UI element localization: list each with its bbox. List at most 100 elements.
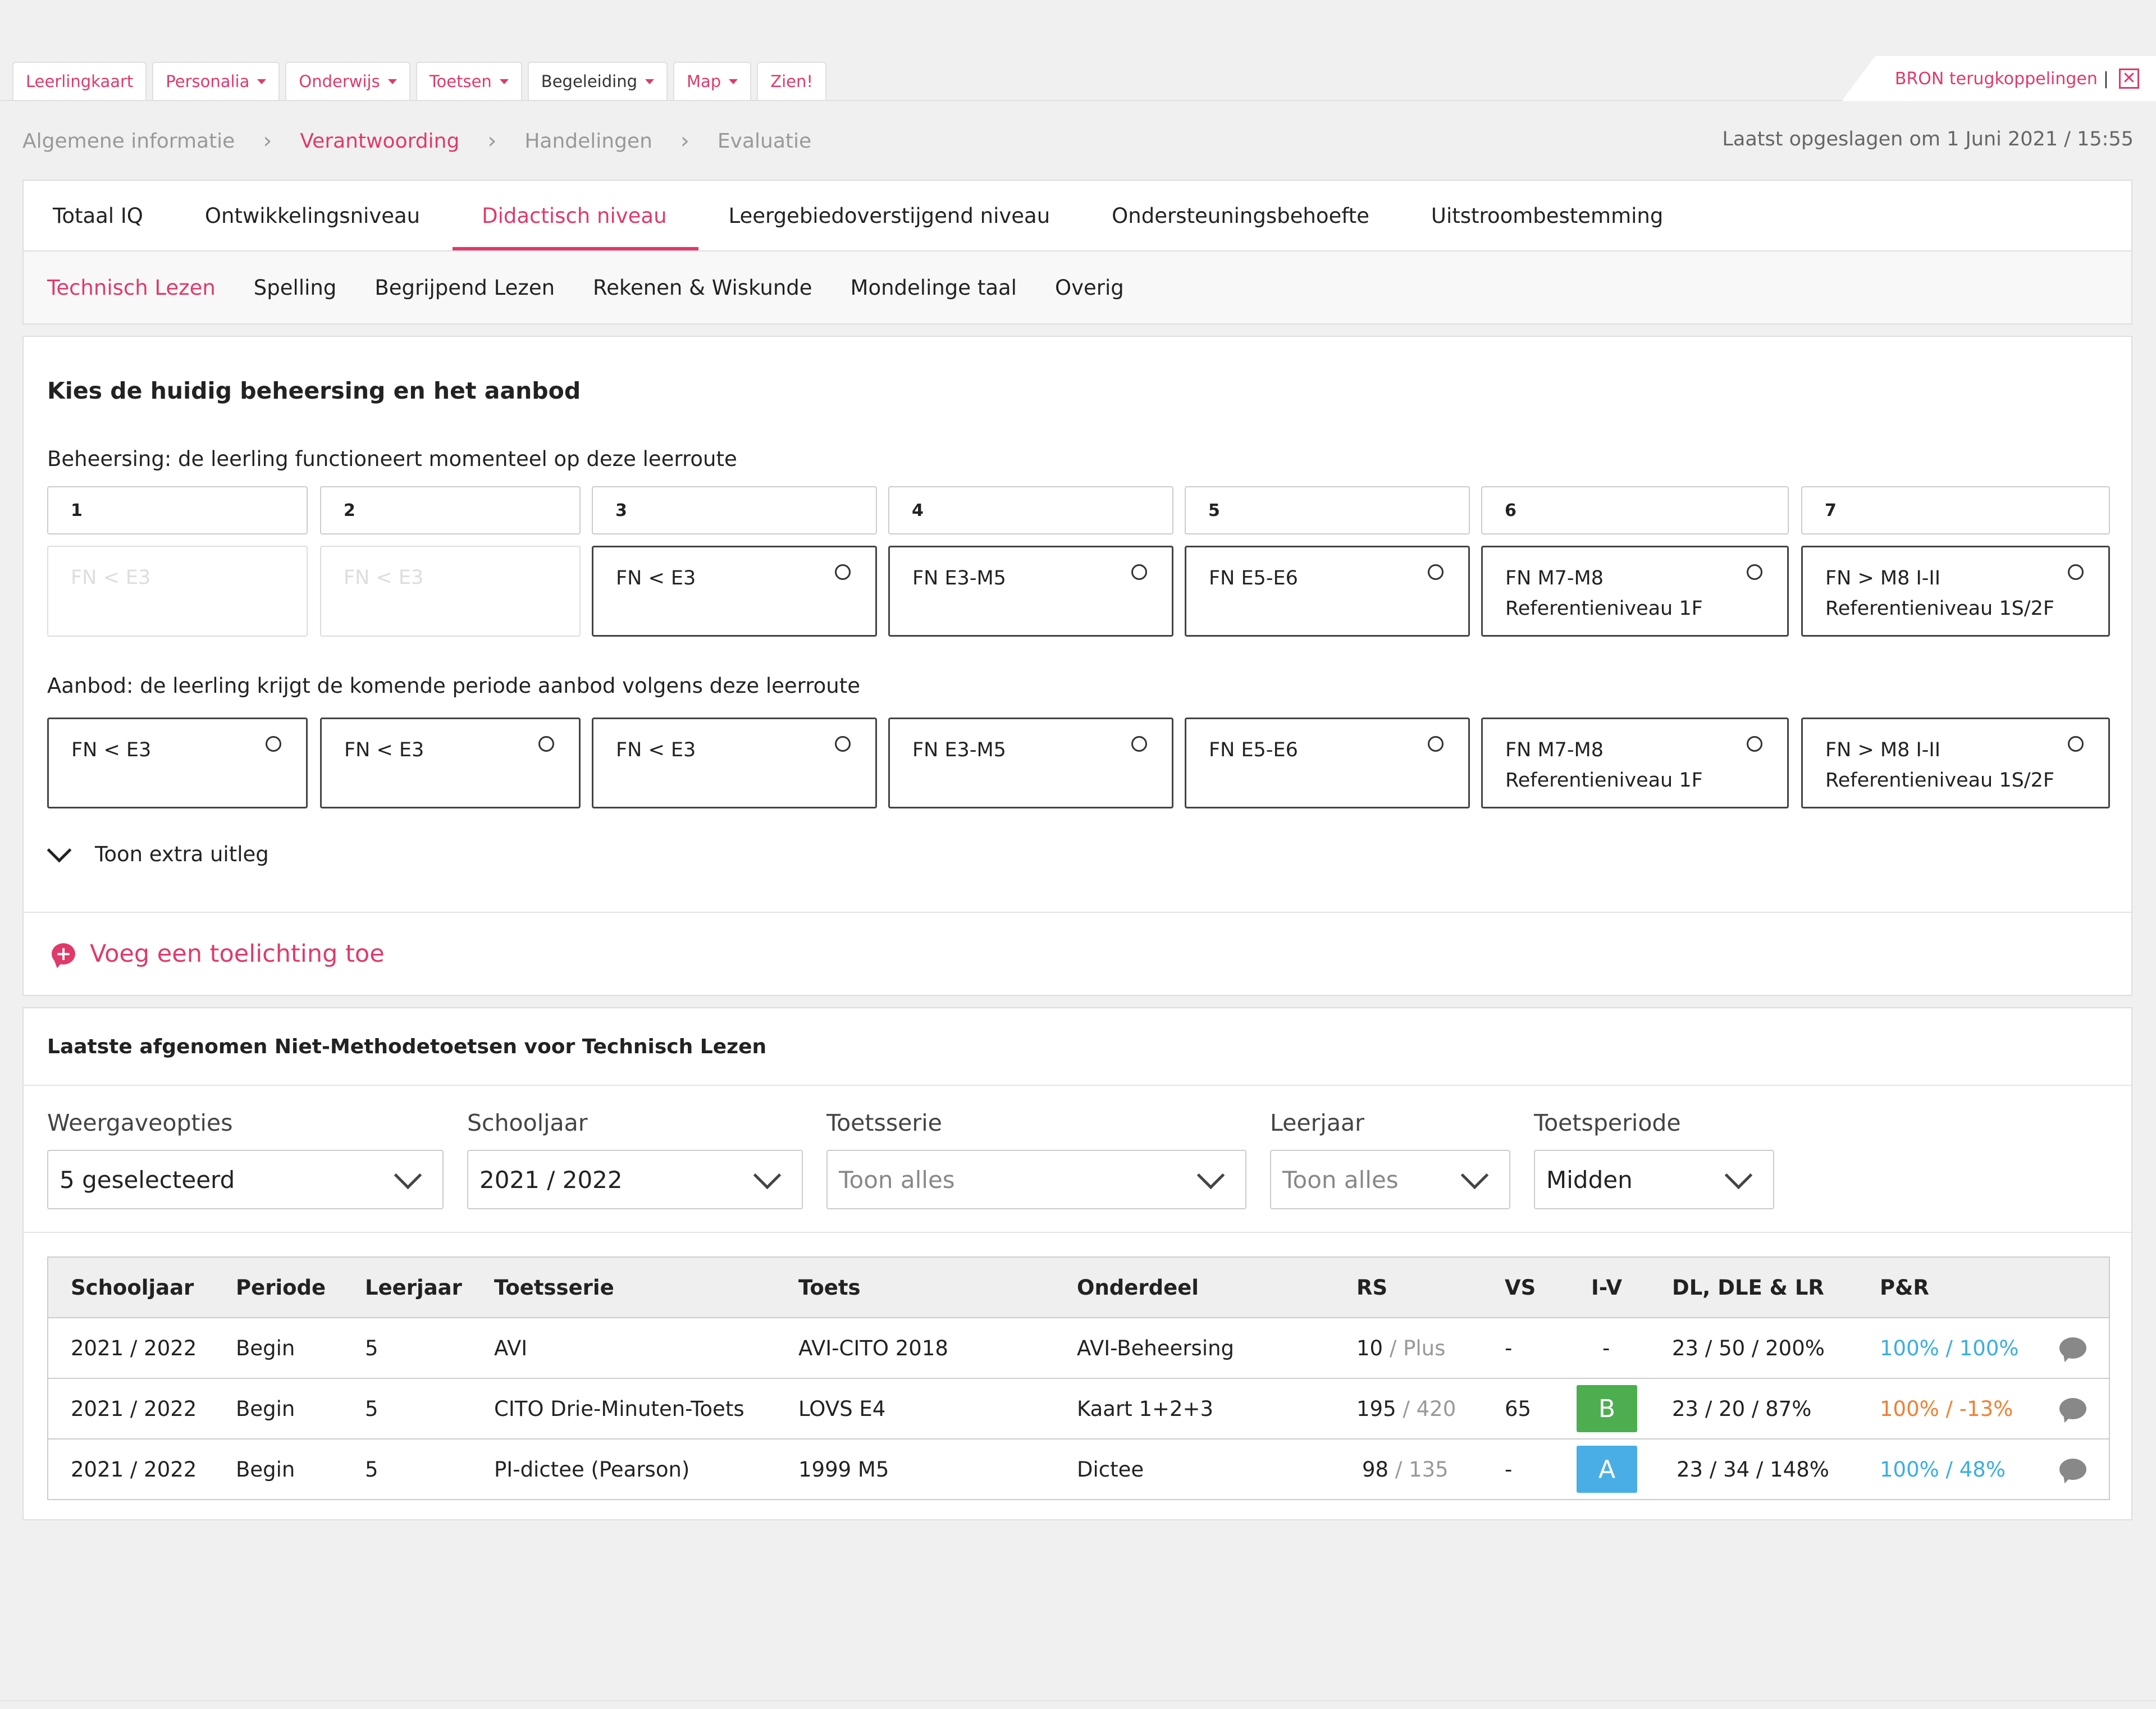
cell-rs: 98 / 135 bbox=[1362, 1457, 1449, 1482]
aanbod-option-6[interactable]: FN M7-M8 Referentieniveau 1F bbox=[1481, 718, 1789, 808]
tab-uitstroombestemming[interactable]: Uitstroombestemming bbox=[1431, 203, 1664, 228]
toetsserie-select[interactable]: Toon alles bbox=[826, 1150, 1246, 1209]
cell-toetsserie: PI-dictee (Pearson) bbox=[494, 1457, 690, 1482]
radio-button[interactable] bbox=[835, 564, 851, 580]
beheersing-option-5[interactable]: FN E5-E6 bbox=[1185, 546, 1470, 637]
radio-button[interactable] bbox=[1428, 564, 1444, 580]
weergaveopties-select[interactable]: 5 geselecteerd bbox=[47, 1150, 444, 1209]
tab-totaal-iq[interactable]: Totaal IQ bbox=[53, 203, 143, 228]
column-header[interactable]: Periode bbox=[236, 1275, 326, 1300]
top-tab-label: Personalia bbox=[166, 72, 250, 91]
aanbod-option-2[interactable]: FN < E3 bbox=[320, 718, 581, 808]
column-header[interactable]: Toetsserie bbox=[494, 1275, 614, 1300]
top-tab-begeleiding[interactable]: Begeleiding bbox=[527, 62, 668, 100]
comment-icon[interactable] bbox=[2059, 1337, 2086, 1359]
aanbod-option-7[interactable]: FN > M8 I-II Referentieniveau 1S/2F bbox=[1801, 718, 2110, 808]
main-tabs: Totaal IQ Ontwikkelingsniveau Didactisch… bbox=[22, 180, 2132, 252]
beheersing-option-3[interactable]: FN < E3 bbox=[592, 546, 877, 637]
beheersing-option-4[interactable]: FN E3-M5 bbox=[888, 546, 1173, 637]
aanbod-option-1[interactable]: FN < E3 bbox=[47, 718, 308, 808]
comment-icon[interactable] bbox=[2059, 1398, 2086, 1419]
top-tab-onderwijs[interactable]: Onderwijs bbox=[285, 62, 410, 100]
subtab-begrijpend-lezen[interactable]: Begrijpend Lezen bbox=[374, 275, 555, 300]
cell-toets: 1999 M5 bbox=[798, 1457, 889, 1482]
radio-button[interactable] bbox=[1131, 736, 1147, 752]
top-tab-zien[interactable]: Zien! bbox=[757, 62, 826, 100]
column-number: 1 bbox=[47, 486, 308, 534]
radio-button[interactable] bbox=[1747, 564, 1762, 580]
option-label: FN E3-M5 bbox=[912, 567, 1006, 590]
radio-button[interactable] bbox=[835, 736, 851, 752]
column-header[interactable]: Toets bbox=[798, 1275, 861, 1300]
breadcrumb-step-verantwoording[interactable]: Verantwoording bbox=[300, 129, 460, 153]
column-header[interactable]: P&R bbox=[1880, 1275, 1929, 1300]
cell-pr: 100% / 100% bbox=[1880, 1336, 2019, 1360]
aanbod-label: Aanbod: de leerling krijgt de komende pe… bbox=[47, 674, 860, 698]
subtab-mondelinge-taal[interactable]: Mondelinge taal bbox=[850, 275, 1017, 300]
option-label: FN E5-E6 bbox=[1209, 739, 1298, 761]
top-tab-label: Toetsen bbox=[429, 72, 492, 91]
column-header[interactable]: Onderdeel bbox=[1077, 1275, 1199, 1300]
bron-link[interactable]: BRON terugkoppelingen bbox=[1894, 68, 2098, 89]
radio-button[interactable] bbox=[1131, 564, 1147, 580]
subtab-overig[interactable]: Overig bbox=[1054, 275, 1124, 300]
option-sublabel: Referentieniveau 1F bbox=[1505, 769, 1703, 792]
column-number: 7 bbox=[1801, 486, 2110, 534]
aanbod-option-3[interactable]: FN < E3 bbox=[592, 718, 877, 808]
tab-ontwikkelingsniveau[interactable]: Ontwikkelingsniveau bbox=[204, 203, 421, 228]
column-header[interactable]: VS bbox=[1505, 1275, 1536, 1300]
radio-button[interactable] bbox=[1747, 736, 1762, 752]
comment-icon[interactable] bbox=[2059, 1459, 2086, 1480]
column-header[interactable]: I-V bbox=[1591, 1275, 1623, 1300]
tab-leergebiedoverstijgend-niveau[interactable]: Leergebiedoverstijgend niveau bbox=[728, 203, 1050, 228]
cell-vs: - bbox=[1505, 1457, 1513, 1482]
column-header[interactable]: Leerjaar bbox=[365, 1275, 462, 1300]
top-tab-toetsen[interactable]: Toetsen bbox=[415, 62, 522, 100]
radio-button[interactable] bbox=[2068, 736, 2084, 752]
tab-didactisch-niveau[interactable]: Didactisch niveau bbox=[453, 181, 698, 250]
cell-onderdeel: Kaart 1+2+3 bbox=[1077, 1396, 1214, 1421]
aanbod-option-5[interactable]: FN E5-E6 bbox=[1185, 718, 1470, 808]
table-row[interactable]: 2021 / 2022 Begin 5 CITO Drie-Minuten-To… bbox=[48, 1378, 2109, 1438]
radio-button[interactable] bbox=[1428, 736, 1444, 752]
column-3: 3 FN < E3 FN < E3 bbox=[592, 486, 877, 808]
beheersing-option-7[interactable]: FN > M8 I-II Referentieniveau 1S/2F bbox=[1801, 546, 2110, 637]
breadcrumb-step-handelingen[interactable]: Handelingen bbox=[524, 129, 652, 153]
toetsperiode-select[interactable]: Midden bbox=[1534, 1150, 1774, 1209]
radio-button[interactable] bbox=[538, 736, 554, 752]
close-icon[interactable]: ✕ bbox=[2119, 68, 2139, 89]
select-value: 5 geselecteerd bbox=[60, 1166, 235, 1194]
top-tab-leerlingkaart[interactable]: Leerlingkaart bbox=[12, 62, 147, 100]
subtab-rekenen-wiskunde[interactable]: Rekenen & Wiskunde bbox=[593, 275, 812, 300]
aanbod-option-4[interactable]: FN E3-M5 bbox=[888, 718, 1173, 808]
radio-button[interactable] bbox=[266, 736, 281, 752]
top-tab-personalia[interactable]: Personalia bbox=[152, 62, 280, 100]
beheersing-option-6[interactable]: FN M7-M8 Referentieniveau 1F bbox=[1481, 546, 1789, 637]
select-value: 2021 / 2022 bbox=[479, 1166, 623, 1194]
table-row[interactable]: 2021 / 2022 Begin 5 PI-dictee (Pearson) … bbox=[48, 1438, 2109, 1499]
rs-value: 10 bbox=[1356, 1336, 1383, 1360]
table-row[interactable]: 2021 / 2022 Begin 5 AVI AVI-CITO 2018 AV… bbox=[48, 1317, 2109, 1378]
breadcrumb-step-algemene-informatie[interactable]: Algemene informatie bbox=[22, 129, 235, 153]
subtab-technisch-lezen[interactable]: Technisch Lezen bbox=[47, 275, 216, 300]
leerjaar-select[interactable]: Toon alles bbox=[1270, 1150, 1510, 1209]
breadcrumb-step-evaluatie[interactable]: Evaluatie bbox=[717, 129, 812, 153]
column-header[interactable]: RS bbox=[1356, 1275, 1388, 1300]
cell-periode: Begin bbox=[236, 1396, 295, 1421]
chevron-right-icon: › bbox=[263, 128, 272, 154]
schooljaar-select[interactable]: 2021 / 2022 bbox=[467, 1150, 803, 1209]
rs-value: 195 bbox=[1356, 1396, 1396, 1421]
cell-rs: 10 / Plus bbox=[1356, 1336, 1445, 1360]
caret-down-icon bbox=[257, 79, 267, 84]
column-header[interactable]: DL, DLE & LR bbox=[1672, 1275, 1824, 1300]
add-note-button[interactable]: + Voeg een toelichting toe bbox=[52, 940, 385, 968]
radio-button[interactable] bbox=[2068, 564, 2084, 580]
tab-ondersteuningsbehoefte[interactable]: Ondersteuningsbehoefte bbox=[1112, 203, 1369, 228]
subtab-spelling[interactable]: Spelling bbox=[253, 275, 337, 300]
cell-dl: 23 / 34 / 148% bbox=[1677, 1457, 1829, 1482]
top-tab-map[interactable]: Map bbox=[673, 62, 752, 100]
column-header[interactable]: Schooljaar bbox=[71, 1275, 194, 1300]
rs-max: / Plus bbox=[1389, 1336, 1446, 1360]
toggle-extra-uitleg[interactable]: Toon extra uitleg bbox=[47, 838, 269, 866]
option-label: FN E5-E6 bbox=[1209, 567, 1298, 590]
